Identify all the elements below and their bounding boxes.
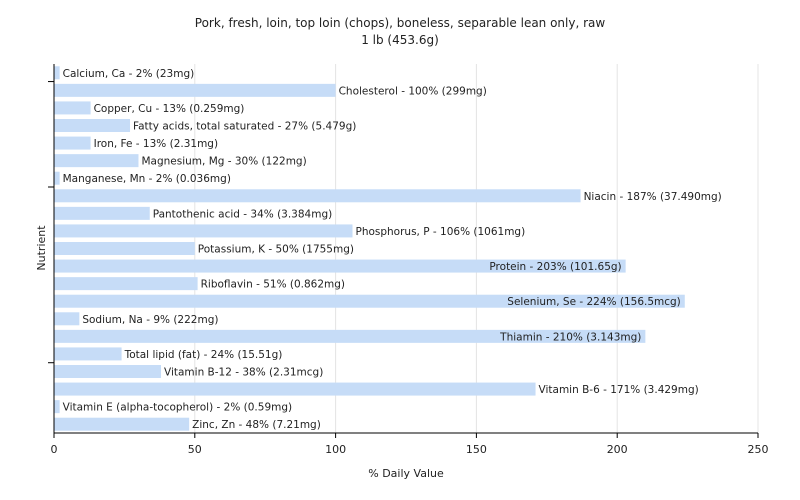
x-ticks: 0 50 100 150 200 250 <box>51 433 769 456</box>
bar <box>54 171 60 185</box>
bar-label: Potassium, K - 50% (1755mg) <box>198 244 354 256</box>
bar-label: Fatty acids, total saturated - 27% (5.47… <box>133 121 356 133</box>
chart-subtitle: 1 lb (453.6g) <box>361 33 439 47</box>
bar-label: Niacin - 187% (37.490mg) <box>584 191 722 203</box>
chart-title: Pork, fresh, loin, top loin (chops), bon… <box>195 16 606 30</box>
bar-label: Phosphorus, P - 106% (1061mg) <box>355 226 525 238</box>
bar <box>54 277 198 291</box>
y-axis-label: Nutrient <box>35 225 48 271</box>
bar <box>54 83 336 97</box>
bar <box>54 119 131 132</box>
bar-label: Cholesterol - 100% (299mg) <box>339 85 487 97</box>
bar <box>54 329 646 343</box>
bar <box>54 189 581 203</box>
bar-label: Total lipid (fat) - 24% (15.51g) <box>124 349 283 361</box>
bar-label: Vitamin B-12 - 38% (2.31mcg) <box>164 367 323 379</box>
bar-label: Thiamin - 210% (3.143mg) <box>499 331 641 343</box>
bar <box>54 382 536 396</box>
bar <box>54 259 626 273</box>
bar-label: Iron, Fe - 13% (2.31mg) <box>94 138 218 150</box>
grid-lines <box>194 64 759 433</box>
bar <box>54 242 195 255</box>
bar-label: Vitamin E (alpha-tocopherol) - 2% (0.59m… <box>63 402 292 414</box>
bar <box>54 66 60 80</box>
bar <box>54 136 91 150</box>
x-tick-label: 150 <box>466 443 487 456</box>
bar <box>54 400 60 414</box>
bar-label: Magnesium, Mg - 30% (122mg) <box>141 156 306 168</box>
bar-label: Sodium, Na - 9% (222mg) <box>82 314 218 326</box>
x-tick-label: 250 <box>748 443 769 456</box>
x-tick-label: 50 <box>188 443 202 456</box>
bar <box>54 101 91 115</box>
bar <box>54 224 353 238</box>
bar-label: Copper, Cu - 13% (0.259mg) <box>94 103 245 115</box>
x-tick-label: 200 <box>607 443 628 456</box>
bar <box>54 312 80 326</box>
bar-label: Protein - 203% (101.65g) <box>489 261 621 273</box>
bar <box>54 294 685 308</box>
bar-label: Pantothenic acid - 34% (3.384mg) <box>153 208 332 220</box>
bar-label: Zinc, Zn - 48% (7.21mg) <box>192 419 321 431</box>
bar-label: Riboflavin - 51% (0.862mg) <box>201 279 345 291</box>
x-tick-label: 100 <box>325 443 346 456</box>
bar-label: Vitamin B-6 - 171% (3.429mg) <box>539 384 699 396</box>
x-axis-label: % Daily Value <box>368 467 444 480</box>
bar <box>54 154 139 168</box>
bar-label: Calcium, Ca - 2% (23mg) <box>63 68 195 80</box>
bar-label: Selenium, Se - 224% (156.5mcg) <box>507 296 681 308</box>
bar <box>54 347 122 361</box>
axes-group <box>48 64 758 434</box>
bar-label: Manganese, Mn - 2% (0.036mg) <box>63 173 231 185</box>
bar <box>54 365 162 378</box>
x-tick-label: 0 <box>51 443 58 456</box>
bar <box>54 206 150 220</box>
bar <box>54 417 190 431</box>
bars-group: Calcium, Ca - 2% (23mg) Cholesterol - 100… <box>54 66 722 431</box>
